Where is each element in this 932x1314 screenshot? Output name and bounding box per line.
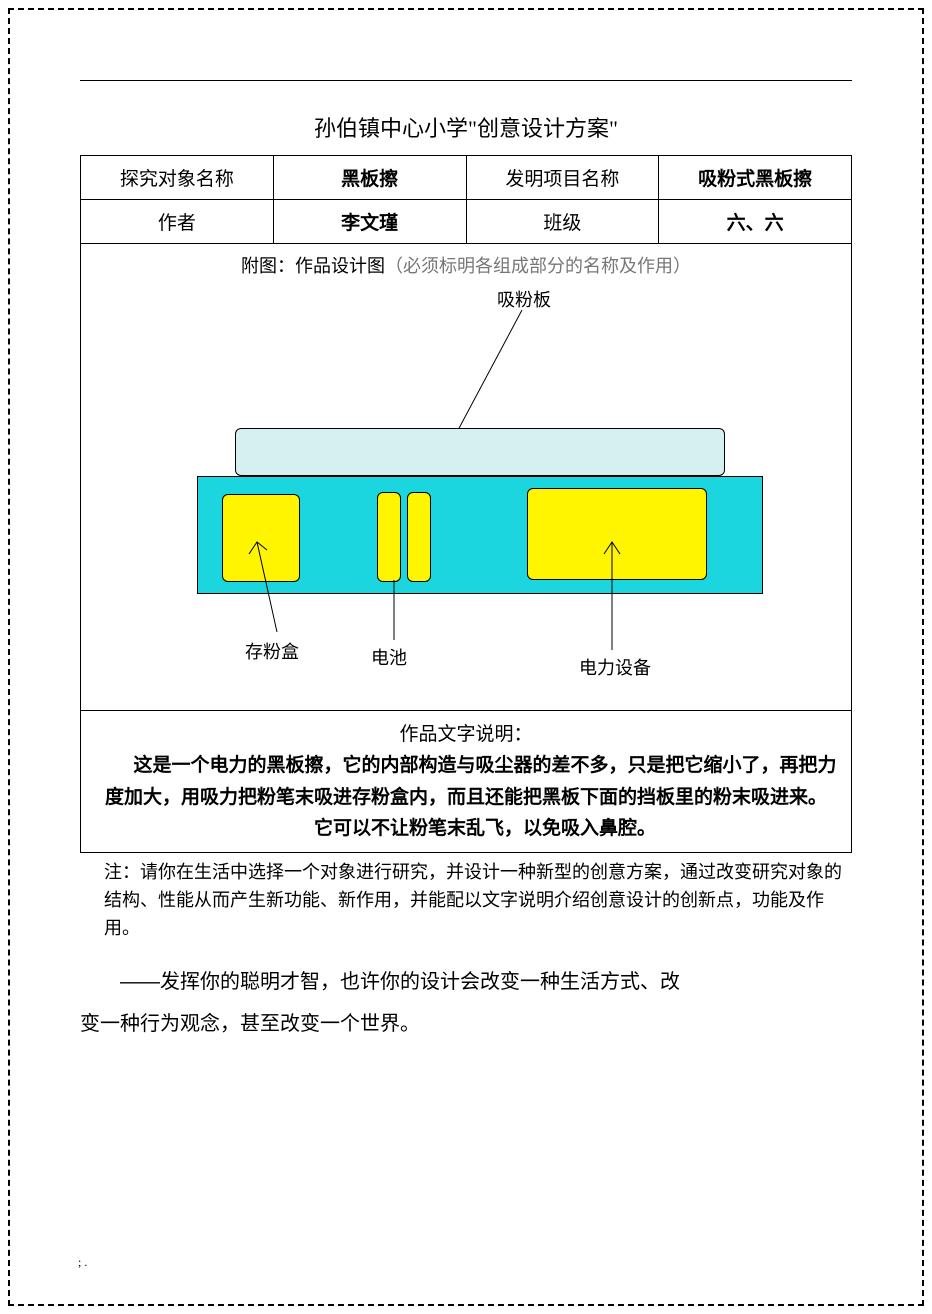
part-power-equipment [527, 488, 707, 580]
description-row: 作品文字说明： 这是一个电力的黑板擦，它的内部构造与吸尘器的差不多，只是把它缩小… [81, 711, 852, 853]
footnote-instructions: 注：请你在生活中选择一个对象进行研究，并设计一种新型的创意方案，通过改变研究对象… [104, 859, 848, 943]
top-horizontal-rule [80, 80, 852, 81]
closing-line-1: ——发挥你的聪明才智，也许你的设计会改变一种生活方式、改 [80, 961, 852, 1003]
diagram-caption: 附图：作品设计图（必须标明各组成部分的名称及作用） [241, 256, 691, 276]
cell-project-value: 吸粉式黑板擦 [659, 156, 852, 200]
label-battery: 电池 [371, 644, 407, 670]
diagram-cell: 附图：作品设计图（必须标明各组成部分的名称及作用） 吸粉板 [81, 244, 852, 711]
label-powder-box: 存粉盒 [245, 638, 299, 664]
header-row-2: 作者 李文瑾 班级 六、六 [81, 200, 852, 244]
part-battery-2 [407, 492, 431, 582]
header-row-1: 探究对象名称 黑板擦 发明项目名称 吸粉式黑板擦 [81, 156, 852, 200]
part-battery-1 [377, 492, 401, 582]
cell-class-value: 六、六 [659, 200, 852, 244]
label-power-equipment: 电力设备 [579, 654, 651, 680]
diagram-caption-paren: （必须标明各组成部分的名称及作用） [385, 256, 691, 276]
page-content: 孙伯镇中心小学"创意设计方案" 探究对象名称 黑板擦 发明项目名称 吸粉式黑板擦… [80, 80, 852, 1045]
closing-remark: ——发挥你的聪明才智，也许你的设计会改变一种生活方式、改 变一种行为观念，甚至改… [80, 961, 852, 1045]
diagram-caption-main: 附图：作品设计图 [241, 256, 385, 276]
part-powder-box [222, 494, 300, 582]
description-paragraph-2: 它可以不让粉笔末乱飞，以免吸入鼻腔。 [87, 813, 845, 844]
diagram-area: 吸粉板 存粉盒 [87, 282, 845, 702]
cell-subject-label: 探究对象名称 [81, 156, 274, 200]
description-cell: 作品文字说明： 这是一个电力的黑板擦，它的内部构造与吸尘器的差不多，只是把它缩小… [81, 711, 852, 853]
cell-subject-value: 黑板擦 [273, 156, 466, 200]
label-absorber-plate: 吸粉板 [497, 286, 551, 312]
callout-line-top [447, 304, 637, 434]
description-paragraph-1: 这是一个电力的黑板擦，它的内部构造与吸尘器的差不多，只是把它缩小了，再把力度加大… [87, 750, 845, 813]
footer-mark: ; . [78, 1255, 87, 1270]
cell-class-label: 班级 [466, 200, 659, 244]
diagram-row: 附图：作品设计图（必须标明各组成部分的名称及作用） 吸粉板 [81, 244, 852, 711]
cell-author-label: 作者 [81, 200, 274, 244]
part-absorber-plate [235, 428, 725, 476]
closing-line-2: 变一种行为观念，甚至改变一个世界。 [80, 1013, 420, 1035]
design-form-table: 探究对象名称 黑板擦 发明项目名称 吸粉式黑板擦 作者 李文瑾 班级 六、六 附… [80, 155, 852, 853]
cell-project-label: 发明项目名称 [466, 156, 659, 200]
page-title: 孙伯镇中心小学"创意设计方案" [80, 111, 852, 143]
cell-author-value: 李文瑾 [273, 200, 466, 244]
description-label: 作品文字说明： [87, 719, 845, 750]
